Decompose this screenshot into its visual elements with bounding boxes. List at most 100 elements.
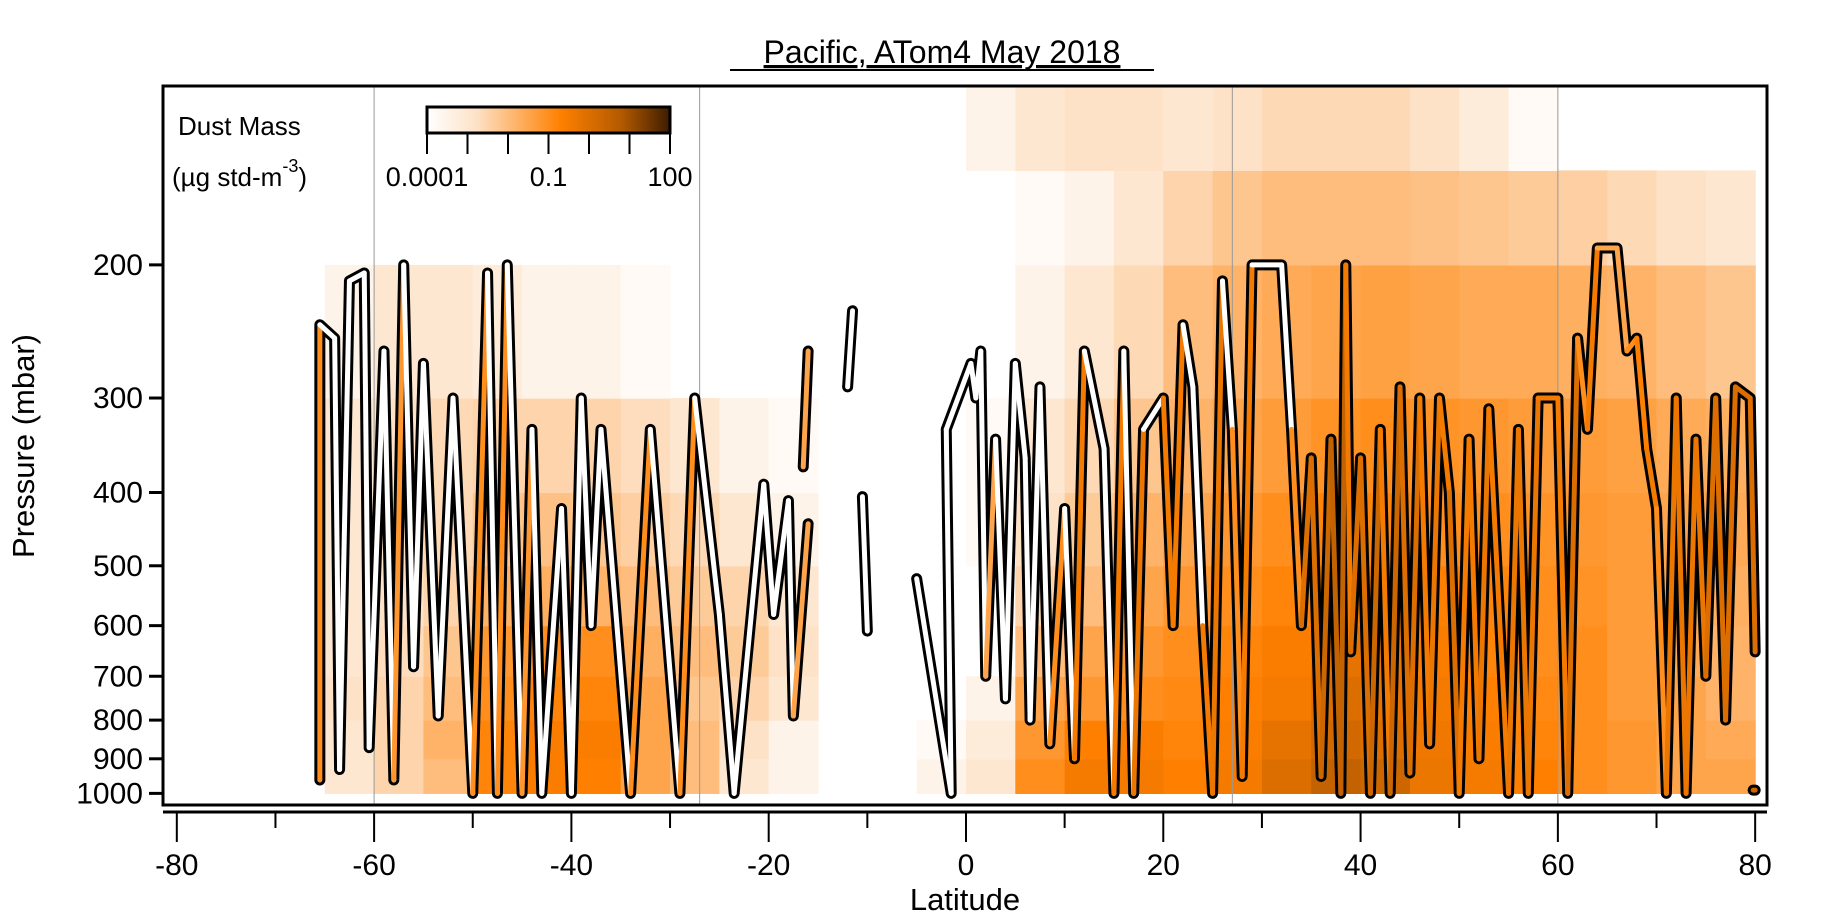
heatmap-cell <box>1015 758 1066 794</box>
heatmap-cell <box>965 720 1016 760</box>
flight-track-segment <box>1027 384 1043 723</box>
heatmap-cell <box>1508 86 1559 172</box>
flight-track-segment <box>1170 322 1186 629</box>
heatmap-cell <box>1163 758 1214 794</box>
heatmap-cell <box>1459 758 1510 794</box>
flight-track-segment <box>1486 406 1512 796</box>
flight-track-segment <box>1348 455 1364 655</box>
flight-track-segment <box>1644 446 1660 512</box>
heatmap-cell <box>768 720 819 760</box>
flight-track-segment <box>1308 455 1324 780</box>
flight-track-segment <box>1456 436 1472 796</box>
heatmap-cell <box>670 625 720 677</box>
flight-track-segment <box>1279 262 1295 432</box>
heatmap-cell <box>1311 264 1362 399</box>
flight-track-segment <box>361 270 372 751</box>
heatmap-cell <box>1656 170 1707 266</box>
heatmap-cell <box>522 264 572 399</box>
x-tick-label: -40 <box>550 849 593 882</box>
flight-track-segment <box>568 395 584 796</box>
flight-track-segment <box>337 278 352 773</box>
flight-track-segment <box>1584 245 1600 432</box>
flight-track-segment <box>539 506 565 796</box>
colorbar <box>425 105 672 135</box>
flight-track-segment <box>1555 395 1571 796</box>
heatmap-cell <box>1360 86 1411 172</box>
heatmap-cell <box>1113 86 1164 172</box>
heatmap-cell <box>1607 625 1658 677</box>
heatmap-cell <box>1261 676 1312 721</box>
heatmap-cell <box>1508 264 1559 399</box>
flight-track-segment <box>470 270 491 796</box>
colorbar-tick-label: 100 <box>647 162 692 192</box>
heatmap-cell <box>1261 625 1312 677</box>
heatmap-cell <box>1409 170 1460 266</box>
flight-track-segment <box>1160 395 1176 629</box>
heatmap-cell <box>768 758 819 794</box>
flight-track-segment <box>1525 395 1541 796</box>
x-tick-label: 20 <box>1147 849 1180 882</box>
y-tick-label: 700 <box>93 660 143 693</box>
heatmap-cell <box>1705 264 1756 399</box>
flight-track-segment <box>317 322 338 341</box>
flight-track-segment <box>993 436 1008 702</box>
colorbar-legend: Dust Mass (µg std-m-3) 0.0001 0.1 100 <box>172 105 693 192</box>
heatmap-cell <box>1607 264 1658 399</box>
flight-track-segment <box>411 360 426 670</box>
flight-track-segment <box>1436 395 1452 495</box>
flight-track-segment <box>978 348 989 679</box>
flight-track-segment <box>1229 426 1245 780</box>
y-tick-label: 200 <box>93 249 143 282</box>
flight-track-segment <box>859 494 870 634</box>
heatmap-cell <box>1163 170 1214 266</box>
chart-title: Pacific, ATom4 May 2018 <box>764 34 1121 70</box>
flight-track-segment <box>1071 348 1087 762</box>
flight-track-segment <box>677 395 698 796</box>
heatmap-cell <box>571 676 622 721</box>
heatmap-cell <box>1409 758 1460 794</box>
flight-track-segment <box>366 348 387 751</box>
y-tick-label: 600 <box>93 610 143 643</box>
plot-frame <box>161 84 1769 807</box>
heatmap-cell <box>1607 720 1658 760</box>
flight-track-segment <box>1732 384 1753 401</box>
flight-track-segment <box>1239 262 1255 780</box>
flight-track-segment <box>1747 395 1758 655</box>
flight-track-segment <box>381 348 397 783</box>
flight-track-segment <box>761 481 777 618</box>
flight-track-segment <box>435 395 456 719</box>
y-tick-label: 300 <box>93 382 143 415</box>
heatmap-cell <box>423 758 474 794</box>
flight-track-segment <box>1723 384 1738 723</box>
heatmap-cell <box>1607 758 1658 794</box>
flight-track-segment <box>716 612 737 796</box>
y-axis-label: Pressure (mbar) <box>6 334 41 558</box>
x-tick-label: -20 <box>747 849 790 882</box>
heatmap-cell <box>768 398 819 494</box>
heatmap-cell <box>1607 676 1658 721</box>
heatmap-cell <box>1064 170 1115 266</box>
heatmap-cell <box>1212 86 1263 172</box>
heatmap-cell <box>1064 86 1115 172</box>
flight-track-segment <box>1318 436 1334 780</box>
flight-track-segment <box>1101 446 1117 796</box>
flight-track-segment <box>1002 360 1018 702</box>
heatmap-cell <box>1360 170 1411 266</box>
flight-track-segment <box>1180 322 1196 390</box>
x-axis: -80 -60 -40 -20 0 20 40 60 80 <box>155 810 1772 882</box>
x-tick-label: 40 <box>1344 849 1377 882</box>
heatmap-cell <box>719 398 770 494</box>
heatmap-cell <box>620 264 671 399</box>
flight-track-segment <box>1693 436 1709 679</box>
colorbar-units-suffix: ) <box>298 162 307 192</box>
flight-track-segment <box>1037 384 1053 747</box>
heatmap-cell <box>1409 264 1460 399</box>
heatmap-cell <box>1311 170 1362 266</box>
heatmap-cell <box>1607 492 1658 567</box>
heatmap-cell <box>1459 264 1510 399</box>
flight-track-segment <box>943 360 974 432</box>
flight-track-segment <box>1047 506 1068 747</box>
flight-track-segment <box>983 436 999 679</box>
flight-track-segment <box>1210 278 1225 796</box>
heatmap-cell <box>1015 86 1066 172</box>
